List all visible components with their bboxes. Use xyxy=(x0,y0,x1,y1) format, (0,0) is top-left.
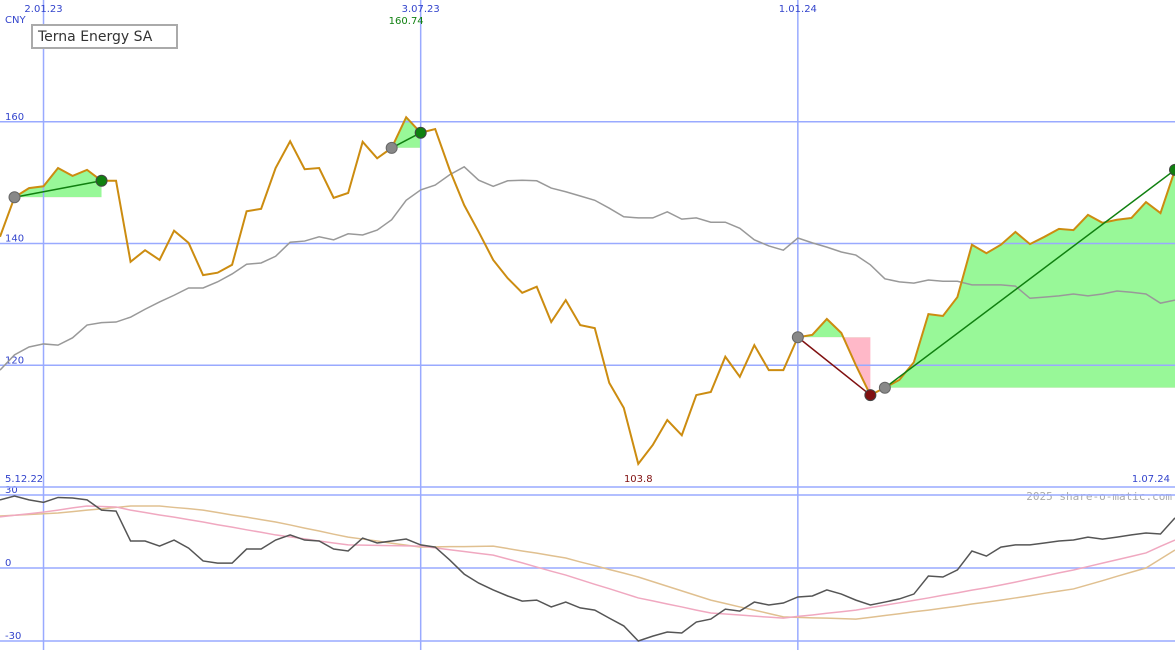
legend-entry: Terna Energy SA xyxy=(37,29,153,45)
signal-fill xyxy=(391,117,421,148)
y-tick-label: 120 xyxy=(5,355,24,366)
series-line xyxy=(0,115,1175,467)
y-tick-label: 30 xyxy=(5,485,18,496)
signal-end xyxy=(864,389,877,402)
series-line xyxy=(0,165,1175,371)
signal-end xyxy=(1169,163,1175,176)
series-line xyxy=(0,505,1175,619)
signal-start xyxy=(8,191,21,204)
y-tick-label: 160 xyxy=(5,112,24,123)
price-annotation: 103.8 xyxy=(624,474,653,485)
signal-end xyxy=(414,126,427,139)
signal-line xyxy=(14,180,102,198)
y-tick-label: 140 xyxy=(5,234,24,245)
watermark: 2025 share-o-matic.com xyxy=(1026,490,1172,503)
signal-end xyxy=(95,174,108,187)
x-tick-label: 5.12.22 xyxy=(5,474,43,485)
signal-fill xyxy=(14,168,102,198)
signal-fill xyxy=(797,337,871,396)
series-line xyxy=(0,495,1175,642)
signal-start xyxy=(791,331,804,344)
signal-start xyxy=(878,381,891,394)
legend-box xyxy=(31,24,178,49)
unit-label: CNY xyxy=(5,15,26,26)
signal-line xyxy=(884,169,1175,389)
x-tick-label: 1.01.24 xyxy=(779,4,817,15)
x-tick-label: 3.07.23 xyxy=(402,4,440,15)
signal-fill xyxy=(797,318,871,338)
signal-start xyxy=(385,141,398,154)
y-tick-label: 0 xyxy=(5,558,11,569)
price-annotation: 160.74 xyxy=(389,16,424,27)
y-tick-label: -30 xyxy=(5,631,21,642)
signal-line xyxy=(797,336,871,396)
series-line xyxy=(0,505,1175,620)
x-tick-label: 1.07.24 xyxy=(1132,474,1170,485)
x-tick-label: 2.01.23 xyxy=(24,4,62,15)
